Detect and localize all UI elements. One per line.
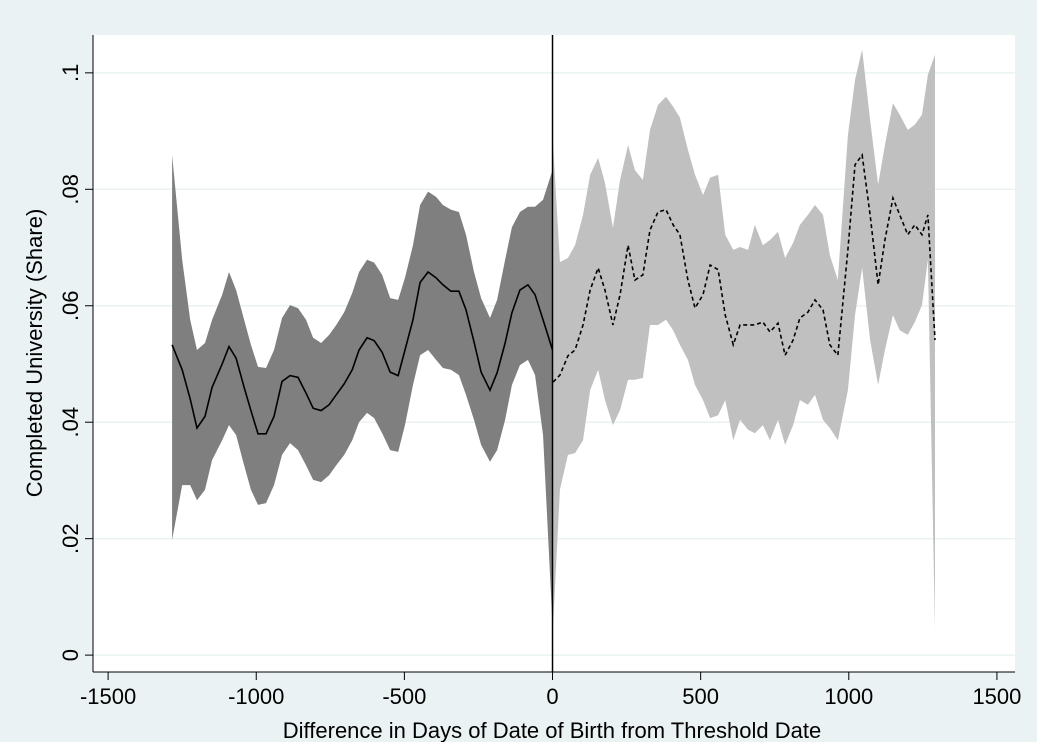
x-tick-label: 500: [682, 684, 719, 709]
x-axis-title: Difference in Days of Date of Birth from…: [283, 718, 821, 742]
x-tick-label: 0: [546, 684, 558, 709]
x-tick-label: -1000: [228, 684, 284, 709]
x-tick-label: 1000: [824, 684, 873, 709]
confidence-band: [172, 154, 553, 625]
series-line: [171, 270, 554, 435]
x-tick-label: -1500: [80, 684, 136, 709]
y-tick-label: .1: [58, 64, 83, 82]
y-tick-label: .04: [58, 407, 83, 438]
series-line: [552, 152, 936, 383]
ticks: 0 .02 .04 .06 .08 .1 -1500 -1000 -500 0 500 1000 150…: [58, 64, 1021, 709]
y-tick-label: .06: [58, 290, 83, 321]
x-tick-label: -500: [382, 684, 426, 709]
y-tick-label: 0: [58, 649, 83, 661]
marks: [171, 35, 936, 672]
x-tick-label: 1500: [972, 684, 1021, 709]
y-axis-title: Completed University (Share): [22, 209, 47, 498]
confidence-band: [553, 49, 936, 631]
y-tick-label: .02: [58, 523, 83, 554]
y-tick-label: .08: [58, 174, 83, 205]
